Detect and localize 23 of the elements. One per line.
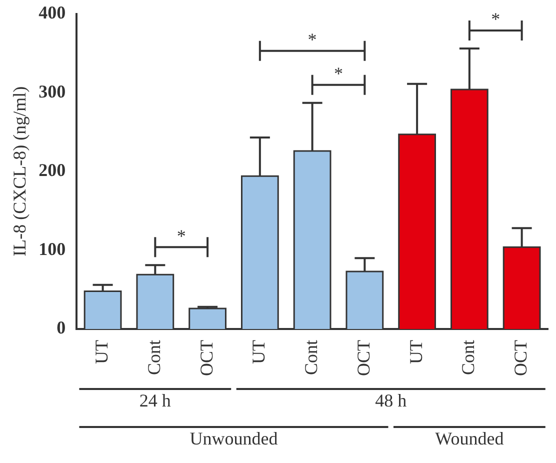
y-tick-label: 200 [38,160,66,180]
text: 48 h [375,390,407,411]
x-tick-label: Cont [144,340,164,376]
y-tick-label: 0 [56,318,66,338]
text: Wounded [435,428,504,449]
y-tick-label: 100 [38,238,66,259]
x-tick-label: UT [406,340,426,364]
x-tick-label: Cont [458,340,478,376]
x-tick-label: UT [92,340,112,364]
x-tick-label: OCT [510,340,531,376]
x-tick-label: UT [248,340,269,364]
x-tick-label: OCT [196,340,216,376]
y-axis-title: IL-8 (CXCL-8) (ng/ml) [10,86,30,256]
annotation: * [334,64,343,84]
x-tick-label: OCT [353,340,374,376]
y-tick-label: 400 [38,2,66,22]
annotation: * [176,226,186,246]
text: 24 h [139,390,171,411]
annotation: * [308,30,317,50]
x-tick-label: Cont [301,340,322,376]
y-tick-label: 300 [38,81,66,102]
annotation: * [491,9,500,30]
text: Unwounded [190,428,278,449]
